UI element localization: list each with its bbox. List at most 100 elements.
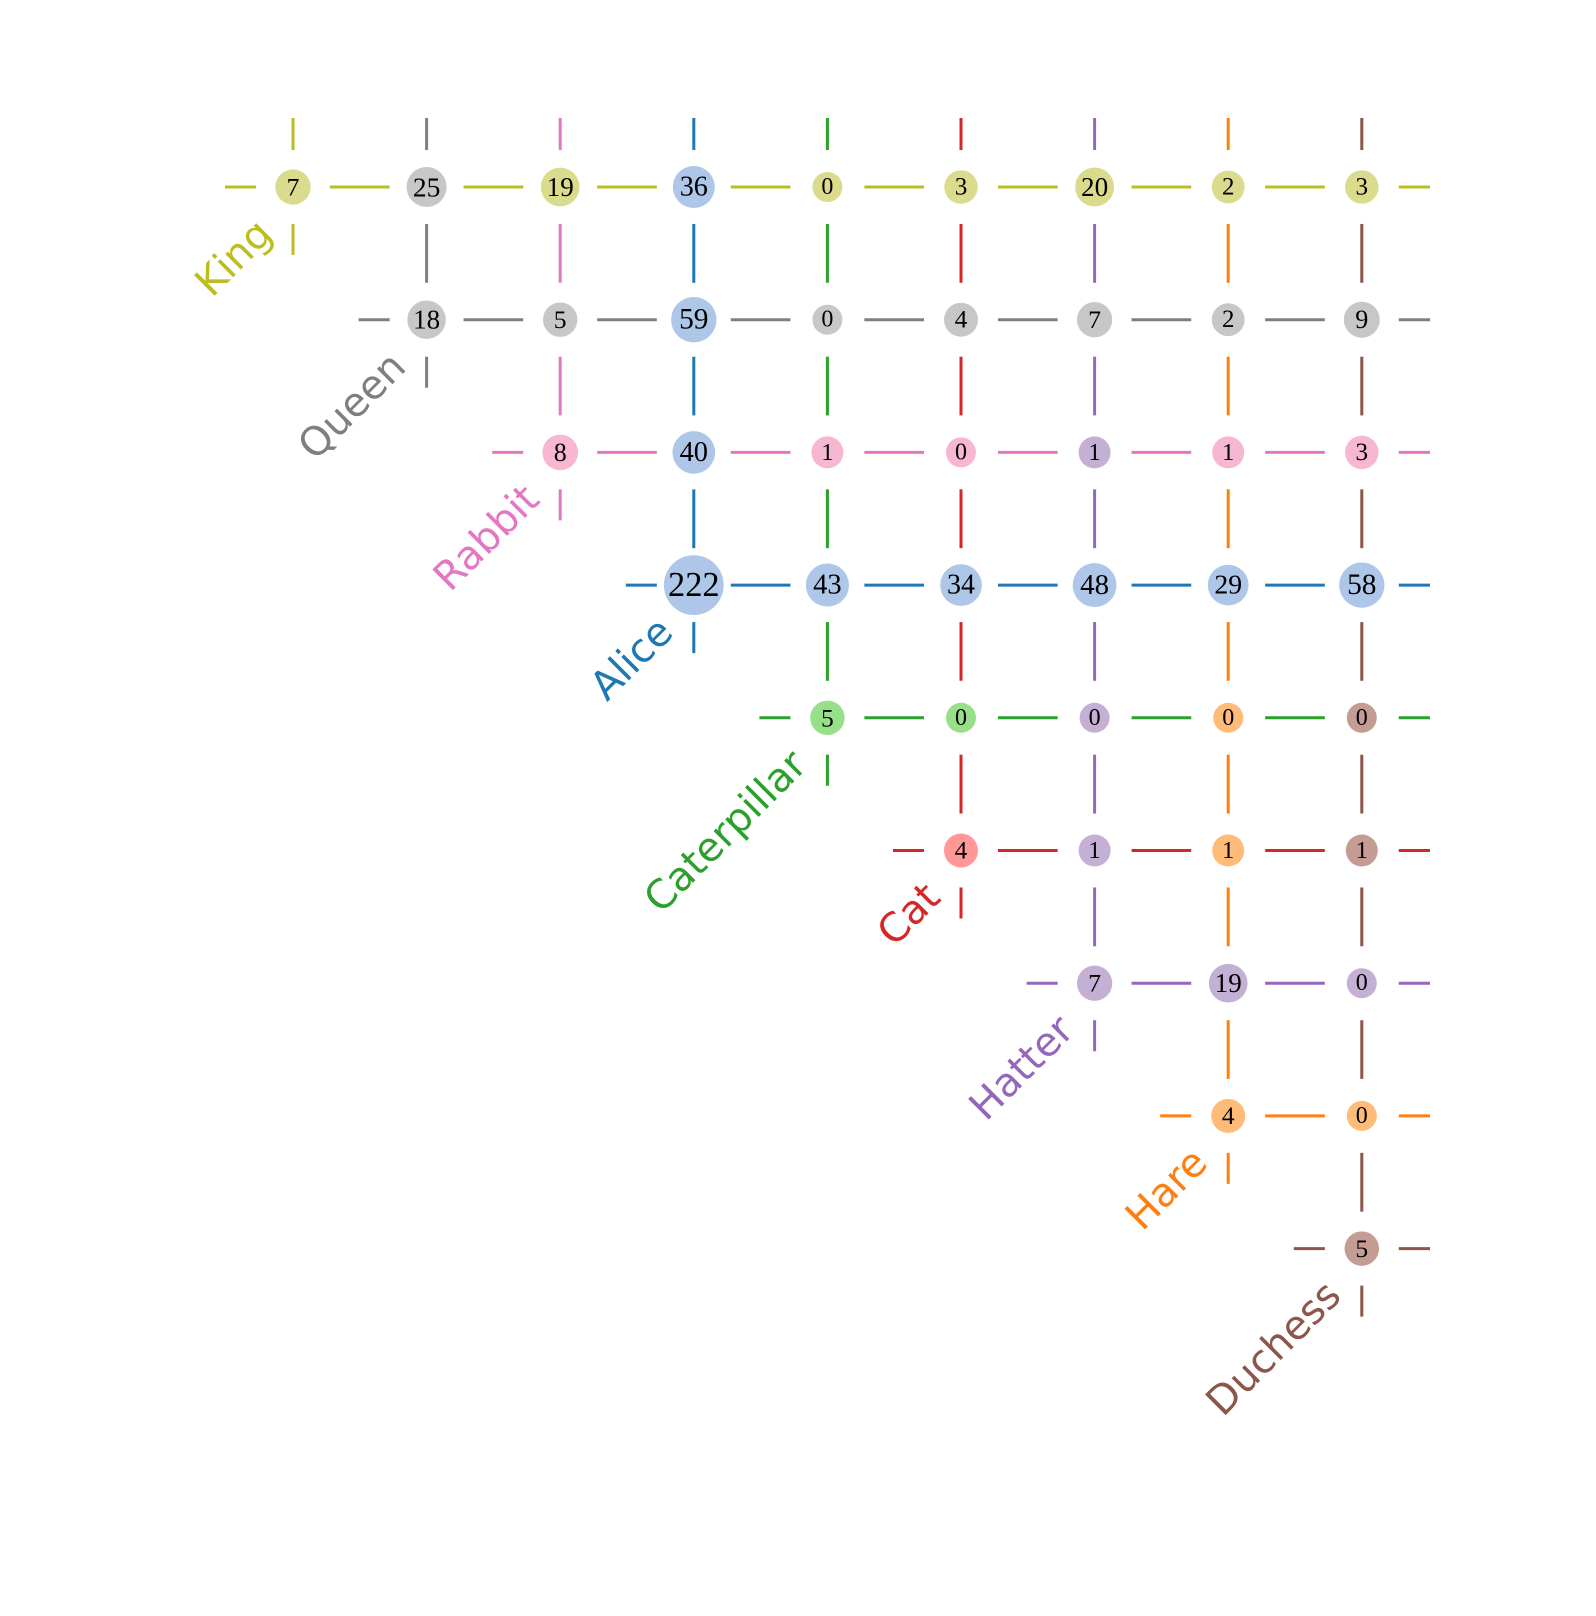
cell-value: 36 (680, 172, 708, 203)
cell-value: 0 (1356, 705, 1368, 731)
cell-value: 0 (1089, 705, 1101, 731)
cell-circle (542, 434, 579, 471)
cell-value: 0 (1356, 1103, 1368, 1129)
cell-value: 58 (1347, 569, 1376, 601)
cell-value: 8 (554, 438, 567, 467)
cell-circle (1208, 963, 1248, 1003)
cell-value: 59 (679, 304, 708, 336)
cell-circle (946, 702, 976, 733)
cell-value: 20 (1081, 172, 1108, 202)
cell-value: 5 (1355, 1234, 1368, 1263)
cell-value: 7 (287, 173, 300, 202)
cell-circle (1345, 435, 1379, 470)
cell-value: 222 (668, 566, 720, 604)
cell-value: 43 (813, 570, 842, 601)
cell-value: 1 (1088, 439, 1100, 466)
cell-circle (406, 167, 447, 207)
cell-circle (540, 167, 580, 207)
row-label: Queen (289, 343, 414, 468)
cell-circle (1211, 303, 1245, 337)
cell-circle (1211, 1098, 1246, 1133)
cell-circle (1344, 1231, 1380, 1266)
cell-value: 29 (1214, 570, 1242, 601)
cell-circle (1346, 968, 1377, 999)
cell-circle (407, 300, 446, 339)
cell-circle (1075, 167, 1115, 207)
cell-circle (1078, 436, 1111, 469)
cell-circle (940, 564, 982, 606)
cell-circle (1343, 301, 1380, 338)
cell-circle (1072, 563, 1117, 608)
cell-circle (1339, 562, 1385, 608)
cell-circle (812, 304, 843, 335)
cell-value: 7 (1088, 305, 1101, 334)
cell-value: 0 (955, 705, 967, 731)
cell-value: 4 (1222, 1102, 1235, 1130)
cell-value: 2 (1222, 306, 1234, 333)
cell-value: 25 (413, 172, 441, 203)
cell-value: 0 (1222, 705, 1234, 731)
cell-circle (1079, 702, 1110, 733)
cell-circle (671, 297, 717, 343)
cell-value: 19 (1215, 968, 1242, 998)
cell-value: 1 (1356, 837, 1368, 864)
cell-circle (944, 302, 978, 337)
cell-circle (1076, 965, 1113, 1001)
cell-circle (1212, 834, 1245, 867)
cell-circle (805, 563, 849, 607)
cell-circle (1345, 834, 1378, 867)
cell-circle (1213, 702, 1244, 733)
cell-value: 18 (413, 305, 440, 335)
cell-circle (1211, 170, 1245, 204)
cell-value: 2 (1222, 174, 1234, 201)
cell-circle (1345, 170, 1379, 204)
cell-value: 0 (821, 307, 833, 333)
cell-value: 0 (1356, 970, 1368, 996)
cell-value: 5 (821, 703, 834, 732)
cell-value: 5 (554, 305, 567, 334)
row-label: Duchess (1197, 1272, 1350, 1425)
row-label: Rabbit (425, 476, 549, 600)
cell-value: 3 (1355, 174, 1368, 201)
cell-value: 4 (955, 306, 968, 334)
row-label: Cat (869, 874, 950, 955)
cell-value: 4 (955, 837, 968, 865)
cell-value: 40 (680, 437, 708, 468)
cell-value: 48 (1080, 569, 1109, 601)
cell-circle (542, 302, 578, 337)
cell-value: 3 (955, 174, 968, 201)
cell-value: 9 (1355, 305, 1368, 334)
cell-value: 3 (1355, 439, 1368, 466)
cell-value: 1 (1222, 439, 1234, 466)
cell-circle (944, 833, 978, 868)
cell-value: 1 (1222, 837, 1234, 864)
cell-circle (944, 170, 978, 204)
cell-circle (1212, 436, 1245, 469)
row-label: Hare (1117, 1140, 1217, 1240)
row-label: Caterpillar (635, 741, 816, 922)
cell-value: 34 (947, 570, 975, 601)
cell-value: 0 (821, 174, 833, 200)
cell-circle (946, 437, 976, 468)
cell-circle (1207, 564, 1249, 606)
cell-circle (1078, 834, 1111, 867)
cell-value: 1 (1088, 837, 1100, 864)
cell-value: 0 (955, 439, 967, 465)
cell-value: 19 (547, 172, 574, 202)
cell-circle (810, 700, 845, 736)
cell-circle (672, 166, 715, 208)
cell-circle (812, 172, 843, 202)
cell-value: 1 (821, 439, 833, 466)
cell-circle (1346, 1100, 1377, 1131)
cell-circle (1346, 702, 1377, 733)
cell-circle (663, 555, 724, 615)
cell-circle (672, 431, 716, 474)
row-label: King (186, 211, 281, 306)
row-label: Alice (582, 609, 683, 710)
cell-circle (275, 169, 311, 205)
cell-circle (811, 436, 844, 469)
row-label: Hatter (961, 1007, 1084, 1130)
cell-value: 7 (1088, 969, 1101, 998)
cell-circle (1076, 302, 1113, 338)
